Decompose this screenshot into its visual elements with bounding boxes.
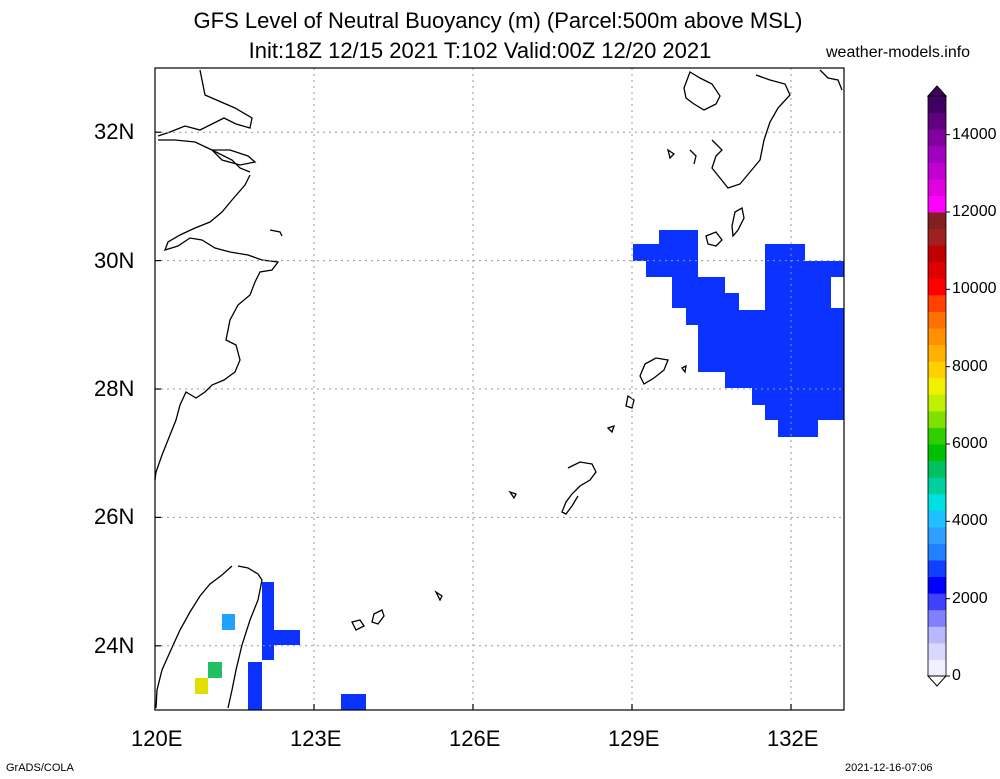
lnb-cell-6 — [208, 662, 222, 678]
lon-tick-label: 132E — [767, 726, 819, 751]
colorbar-segment — [928, 261, 946, 279]
source-site: weather-models.info — [826, 44, 971, 61]
colorbar-tick-label: 4000 — [952, 512, 988, 530]
colorbar-segment — [928, 493, 946, 511]
lon-tick-label: 123E — [290, 726, 342, 751]
colorbar-tick-label: 12000 — [952, 203, 997, 220]
colorbar-segment — [928, 377, 946, 395]
colorbar-segment — [928, 526, 946, 544]
colorbar-segment — [928, 328, 946, 346]
map-subtitle: Init:18Z 12/15 2021 T:102 Valid:00Z 12/2… — [248, 38, 712, 63]
lnb-cell-2 — [262, 582, 300, 660]
colorbar-segment — [928, 410, 946, 428]
colorbar-segment — [928, 212, 946, 230]
colorbar-segment — [928, 560, 946, 578]
colorbar-segment — [928, 96, 946, 114]
colorbar-segment — [928, 278, 946, 296]
lnb-cell-5 — [222, 614, 235, 630]
colorbar-tick-label: 8000 — [952, 357, 988, 375]
colorbar-min-arrow — [926, 675, 948, 687]
colorbar — [926, 85, 950, 687]
colorbar-frame — [927, 95, 947, 677]
colorbar-tick-label: 14000 — [952, 125, 997, 143]
colorbar-segment — [928, 344, 946, 362]
colorbar-segment — [928, 361, 946, 379]
lon-tick-label: 129E — [608, 726, 660, 751]
colorbar-segment — [928, 112, 946, 130]
colorbar-segment — [928, 543, 946, 561]
colorbar-segment — [928, 178, 946, 196]
colorbar-segment — [928, 394, 946, 412]
lnb-cell-7 — [195, 678, 208, 694]
colorbar-segment — [928, 609, 946, 627]
axis-ticks — [154, 131, 792, 710]
colorbar-tick-label: 2000 — [952, 589, 988, 607]
colorbar-segment — [928, 228, 946, 246]
colorbar-tick-label: 0 — [952, 667, 961, 684]
lat-tick-label: 30N — [94, 247, 135, 273]
coastlines — [154, 69, 843, 709]
colorbar-segment — [928, 593, 946, 611]
lnb-cell-3 — [248, 662, 262, 710]
colorbar-segment — [928, 477, 946, 495]
lnb-cell-1 — [831, 277, 844, 308]
lon-tick-label: 120E — [131, 726, 183, 751]
colorbar-tick-label: 10000 — [952, 280, 997, 298]
lat-tick-label: 24N — [94, 632, 135, 658]
colorbar-segment — [928, 626, 946, 644]
colorbar-segment — [928, 460, 946, 478]
lat-tick-label: 26N — [94, 504, 135, 530]
colorbar-max-arrow — [926, 85, 948, 97]
lnb-cell-4 — [341, 694, 366, 710]
colorbar-segment — [928, 145, 946, 163]
colorbar-segment — [928, 642, 946, 660]
lnb-field — [195, 230, 844, 710]
colorbar-segment — [928, 129, 946, 147]
lat-tick-label: 28N — [94, 376, 135, 401]
colorbar-segment — [928, 576, 946, 594]
colorbar-segment — [928, 311, 946, 329]
colorbar-tick-label: 6000 — [952, 435, 988, 452]
colorbar-segment — [928, 245, 946, 263]
grads-credit: GrADS/COLA — [6, 762, 74, 774]
colorbar-segment — [928, 444, 946, 462]
lat-tick-label: 32N — [94, 119, 135, 145]
map-title: GFS Level of Neutral Buoyancy (m) (Parce… — [193, 8, 803, 33]
colorbar-segment — [928, 510, 946, 528]
colorbar-segment — [928, 162, 946, 180]
colorbar-segment — [928, 195, 946, 213]
colorbar-segment — [928, 294, 946, 312]
lon-tick-label: 126E — [449, 726, 501, 751]
colorbar-segment — [928, 659, 946, 677]
render-timestamp: 2021-12-16-07:06 — [845, 762, 933, 774]
colorbar-segment — [928, 427, 946, 445]
lnb-cell-0 — [633, 230, 844, 437]
map-grid — [154, 68, 844, 710]
